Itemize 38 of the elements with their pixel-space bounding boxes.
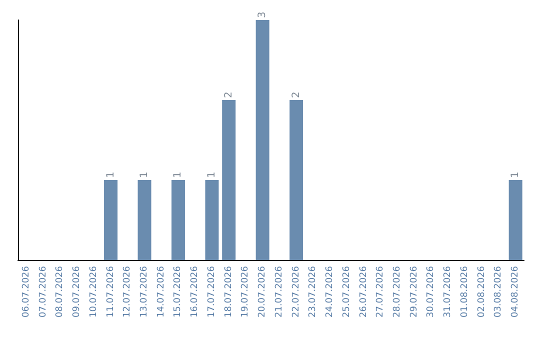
x-tick-label: 12.07.2026 (122, 266, 133, 318)
x-tick-label: 22.07.2026 (291, 266, 302, 318)
data-label: 1 (510, 172, 522, 178)
x-tick-label: 06.07.2026 (21, 266, 32, 318)
x-tick-label: 24.07.2026 (325, 266, 336, 318)
data-label: 2 (223, 92, 234, 98)
data-label: 3 (257, 12, 268, 18)
x-tick-label: 30.07.2026 (426, 266, 436, 318)
x-tick-label: 28.07.2026 (392, 266, 402, 318)
x-tick-label: 08.07.2026 (55, 266, 66, 318)
data-label: 2 (290, 92, 302, 98)
x-tick-label: 15.07.2026 (173, 266, 184, 318)
x-tick-label: 27.07.2026 (376, 266, 386, 318)
x-tick-label: 04.08.2026 (510, 266, 521, 318)
x-tick-label: 13.07.2026 (140, 266, 150, 318)
data-label: 1 (105, 172, 116, 178)
x-tick-label: 17.07.2026 (206, 266, 217, 318)
x-tick-label: 02.08.2026 (476, 266, 487, 318)
x-tick-label: 18.07.2026 (224, 266, 234, 318)
x-tick-label: 11.07.2026 (106, 266, 116, 318)
x-tick-label: 01.08.2026 (460, 266, 470, 318)
x-tick-label: 25.07.2026 (342, 266, 352, 318)
x-tick-label: 16.07.2026 (190, 266, 200, 318)
x-tick-label: 29.07.2026 (409, 266, 420, 318)
x-tick-label: 19.07.2026 (240, 266, 251, 318)
data-label: 1 (139, 172, 150, 178)
x-tick-label: 07.07.2026 (38, 266, 48, 318)
x-tick-label: 14.07.2026 (156, 266, 166, 318)
x-tick-label: 31.07.2026 (443, 266, 454, 318)
x-tick-label: 23.07.2026 (308, 266, 318, 318)
x-tick-label: 26.07.2026 (358, 266, 369, 318)
x-tick-label: 03.08.2026 (494, 266, 504, 318)
x-tick-label: 09.07.2026 (72, 266, 82, 318)
data-label: 1 (206, 172, 218, 178)
data-label: 1 (172, 172, 184, 178)
x-tick-label: 20.07.2026 (258, 266, 268, 318)
x-tick-label: 21.07.2026 (274, 266, 284, 318)
x-tick-label: 10.07.2026 (88, 266, 99, 318)
